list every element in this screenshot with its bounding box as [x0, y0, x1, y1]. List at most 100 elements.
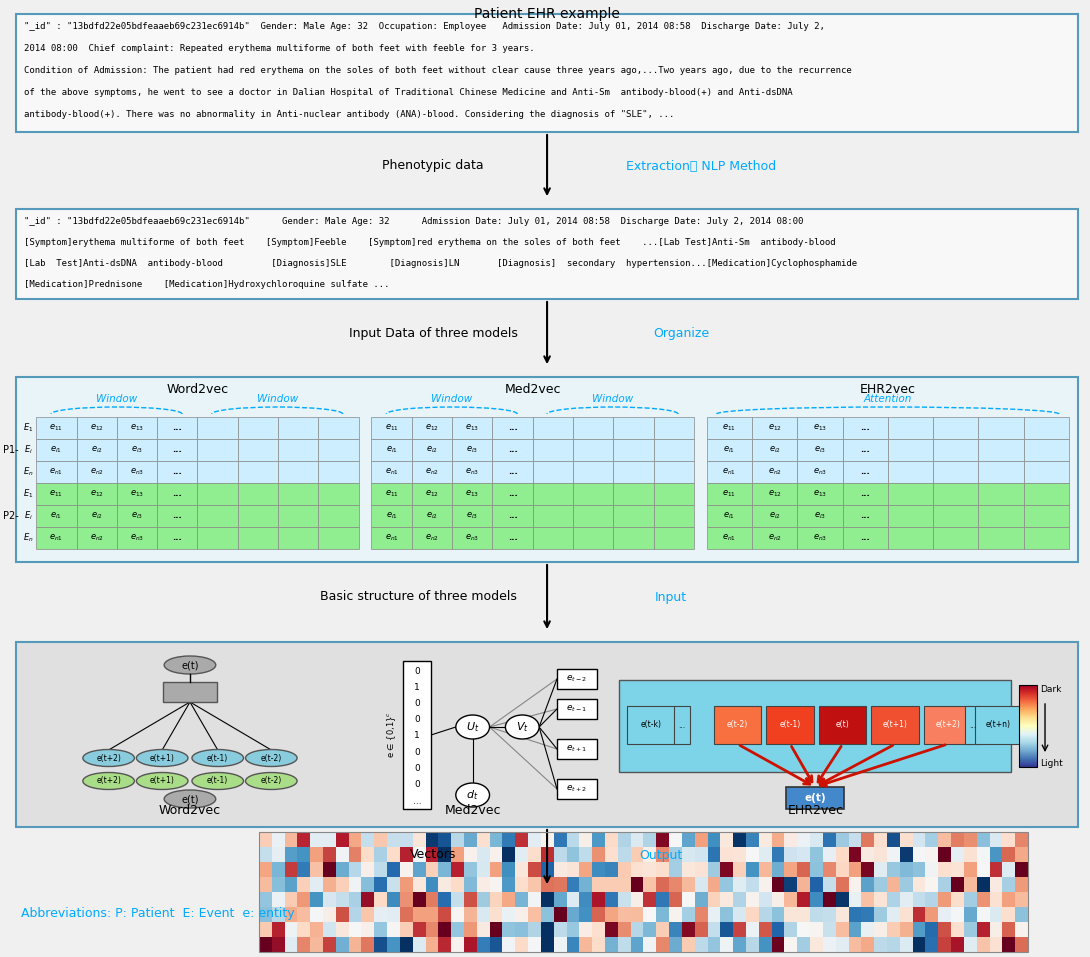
Ellipse shape — [136, 749, 187, 767]
Text: $e_{12}$: $e_{12}$ — [89, 423, 104, 434]
FancyBboxPatch shape — [887, 439, 933, 461]
FancyBboxPatch shape — [752, 439, 797, 461]
FancyBboxPatch shape — [493, 439, 533, 461]
Text: P2-: P2- — [2, 511, 19, 521]
Text: ...: ... — [678, 721, 686, 729]
FancyBboxPatch shape — [157, 461, 197, 483]
FancyBboxPatch shape — [372, 483, 412, 505]
FancyBboxPatch shape — [16, 377, 1078, 562]
Text: $e_{13}$: $e_{13}$ — [813, 489, 827, 500]
FancyBboxPatch shape — [76, 527, 117, 549]
FancyBboxPatch shape — [278, 527, 318, 549]
FancyBboxPatch shape — [318, 417, 359, 439]
FancyBboxPatch shape — [157, 483, 197, 505]
Text: $e_{n2}$: $e_{n2}$ — [425, 467, 439, 478]
FancyBboxPatch shape — [887, 505, 933, 527]
FancyBboxPatch shape — [493, 461, 533, 483]
FancyBboxPatch shape — [797, 439, 843, 461]
Text: $e_{i3}$: $e_{i3}$ — [131, 445, 143, 456]
Text: $e_{i1}$: $e_{i1}$ — [724, 445, 736, 456]
Text: $e_{n1}$: $e_{n1}$ — [385, 467, 399, 478]
FancyBboxPatch shape — [36, 483, 76, 505]
FancyBboxPatch shape — [933, 505, 979, 527]
Text: $e_{n1}$: $e_{n1}$ — [49, 533, 63, 544]
FancyBboxPatch shape — [36, 527, 76, 549]
FancyBboxPatch shape — [674, 706, 690, 744]
Text: $e_{i2}$: $e_{i2}$ — [768, 445, 780, 456]
FancyBboxPatch shape — [533, 483, 573, 505]
FancyBboxPatch shape — [871, 706, 919, 744]
Text: ...: ... — [508, 446, 518, 455]
FancyBboxPatch shape — [76, 483, 117, 505]
FancyBboxPatch shape — [557, 699, 596, 719]
Ellipse shape — [83, 749, 134, 767]
Text: $E_n$: $E_n$ — [23, 466, 33, 478]
FancyBboxPatch shape — [238, 417, 278, 439]
FancyBboxPatch shape — [614, 439, 654, 461]
FancyBboxPatch shape — [76, 417, 117, 439]
FancyBboxPatch shape — [1024, 461, 1069, 483]
FancyBboxPatch shape — [933, 417, 979, 439]
FancyBboxPatch shape — [318, 527, 359, 549]
Text: ...: ... — [172, 446, 182, 455]
Text: $e_{i3}$: $e_{i3}$ — [131, 511, 143, 522]
Text: $e_{n3}$: $e_{n3}$ — [465, 533, 480, 544]
Text: $e_{i1}$: $e_{i1}$ — [386, 445, 398, 456]
Ellipse shape — [165, 790, 216, 808]
Ellipse shape — [506, 715, 540, 739]
Text: ...: ... — [860, 511, 870, 521]
Text: $e_{11}$: $e_{11}$ — [385, 489, 399, 500]
Text: $e_{i2}$: $e_{i2}$ — [426, 445, 438, 456]
Text: ...: ... — [860, 446, 870, 455]
FancyBboxPatch shape — [117, 439, 157, 461]
FancyBboxPatch shape — [36, 461, 76, 483]
Text: e(t+1): e(t+1) — [883, 721, 908, 729]
FancyBboxPatch shape — [979, 417, 1024, 439]
FancyBboxPatch shape — [318, 461, 359, 483]
FancyBboxPatch shape — [197, 527, 238, 549]
FancyBboxPatch shape — [412, 417, 452, 439]
Ellipse shape — [456, 715, 489, 739]
Text: $e_{12}$: $e_{12}$ — [89, 489, 104, 500]
Text: e(t): e(t) — [181, 794, 198, 804]
Text: ...: ... — [172, 533, 182, 543]
Text: $e_{n3}$: $e_{n3}$ — [130, 467, 144, 478]
FancyBboxPatch shape — [614, 417, 654, 439]
FancyBboxPatch shape — [797, 527, 843, 549]
Text: ...: ... — [172, 511, 182, 521]
FancyBboxPatch shape — [493, 527, 533, 549]
FancyBboxPatch shape — [843, 461, 887, 483]
Text: Organize: Organize — [653, 326, 708, 340]
Text: ...: ... — [508, 533, 518, 543]
FancyBboxPatch shape — [654, 461, 694, 483]
Text: Abbreviations: P: Patient  E: Event  e: entity: Abbreviations: P: Patient E: Event e: en… — [22, 907, 295, 921]
FancyBboxPatch shape — [238, 527, 278, 549]
FancyBboxPatch shape — [16, 209, 1078, 299]
Text: 0: 0 — [414, 715, 420, 724]
FancyBboxPatch shape — [36, 505, 76, 527]
FancyBboxPatch shape — [843, 417, 887, 439]
Text: $V_t$: $V_t$ — [516, 720, 529, 734]
Text: $e_{11}$: $e_{11}$ — [385, 423, 399, 434]
Text: $e_{n2}$: $e_{n2}$ — [767, 467, 782, 478]
Text: e(t-2): e(t-2) — [727, 721, 748, 729]
FancyBboxPatch shape — [452, 483, 493, 505]
Text: Vectors: Vectors — [410, 849, 457, 861]
Ellipse shape — [192, 749, 243, 767]
FancyBboxPatch shape — [157, 527, 197, 549]
FancyBboxPatch shape — [533, 505, 573, 527]
Text: e(t+n): e(t+n) — [985, 721, 1010, 729]
FancyBboxPatch shape — [752, 483, 797, 505]
FancyBboxPatch shape — [117, 417, 157, 439]
FancyBboxPatch shape — [933, 439, 979, 461]
Text: $e_{n1}$: $e_{n1}$ — [385, 533, 399, 544]
Text: $e_{n3}$: $e_{n3}$ — [130, 533, 144, 544]
FancyBboxPatch shape — [965, 706, 981, 744]
Text: $e_{13}$: $e_{13}$ — [130, 489, 144, 500]
Text: $E_1$: $E_1$ — [23, 422, 33, 434]
FancyBboxPatch shape — [786, 787, 844, 809]
Text: of the above symptoms, he went to see a doctor in Dalian Hospital of Traditional: of the above symptoms, he went to see a … — [24, 88, 792, 97]
Text: e(t-1): e(t-1) — [207, 753, 229, 763]
Text: 0: 0 — [414, 764, 420, 773]
Text: Patient EHR example: Patient EHR example — [474, 7, 620, 21]
